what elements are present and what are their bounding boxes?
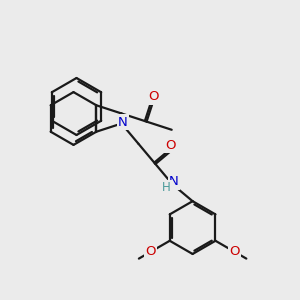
- Text: O: O: [229, 245, 240, 258]
- Text: H: H: [161, 181, 170, 194]
- Text: O: O: [146, 245, 156, 258]
- Text: N: N: [118, 116, 128, 128]
- Text: O: O: [165, 139, 175, 152]
- Text: O: O: [148, 90, 159, 103]
- Text: N: N: [169, 175, 179, 188]
